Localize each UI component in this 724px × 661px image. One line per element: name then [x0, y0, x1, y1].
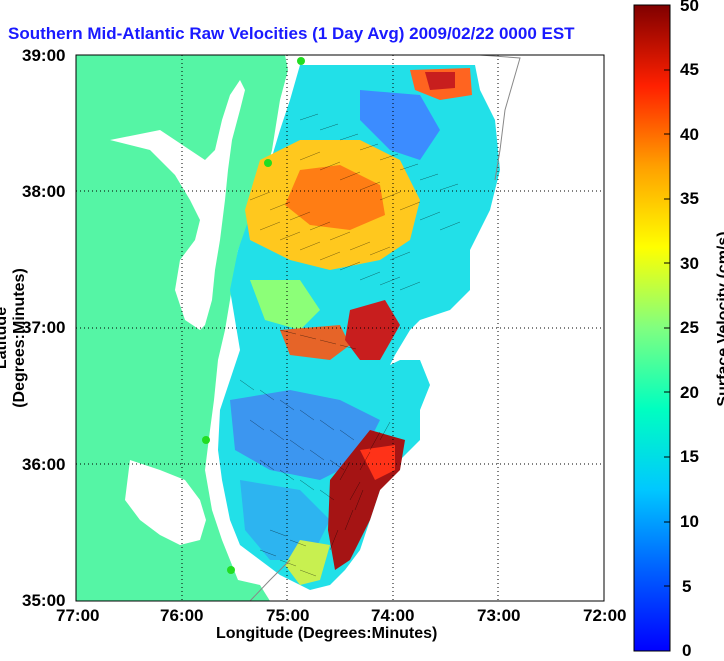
velocity-field [218, 65, 500, 590]
colorbar-tick-label: 25 [680, 318, 699, 337]
station-marker [227, 566, 235, 574]
colorbar-tick-label: 45 [680, 60, 699, 79]
station-marker [297, 57, 305, 65]
colorbar-tick-label: 15 [680, 447, 699, 466]
y-tick-label: 39:00 [22, 46, 66, 65]
shelf-contour [479, 55, 521, 181]
y-tick-label: 37:00 [22, 318, 66, 337]
x-tick-label: 72:00 [583, 606, 627, 625]
x-tick-label: 73:00 [477, 606, 521, 625]
colorbar-tick-label: 20 [680, 383, 699, 402]
chart-title: Southern Mid-Atlantic Raw Velocities (1 … [8, 24, 575, 43]
y-axis-label: Latitude (Degrees:Minutes) [0, 268, 28, 408]
chesapeake-bay [110, 80, 245, 330]
y-tick-label: 38:00 [22, 182, 66, 201]
colorbar-ticks [664, 69, 670, 587]
colorbar-label: Surface Velocity (cm/s) [715, 231, 724, 407]
colorbar-tick-label: 40 [680, 125, 699, 144]
colorbar-tick-label: 35 [680, 189, 699, 208]
y-tick-label: 35:00 [22, 591, 66, 610]
colorbar-tick-label: 10 [680, 512, 699, 531]
x-axis-label: Longitude (Degrees:Minutes) [216, 625, 438, 642]
y-tick-label: 36:00 [22, 455, 66, 474]
vector-arrows [239, 113, 461, 577]
x-tick-label: 74:00 [371, 606, 415, 625]
colorbar-tick-label: 5 [682, 577, 692, 596]
station-marker [202, 436, 210, 444]
x-tick-label: 76:00 [160, 606, 204, 625]
x-tick-label: 75:00 [266, 606, 310, 625]
grid-lines [76, 55, 604, 601]
station-marker [264, 159, 272, 167]
colorbar-tick-label: 30 [680, 254, 699, 273]
colorbar-tick-label: 0 [682, 641, 692, 660]
x-tick-label: 77:00 [56, 606, 100, 625]
shelf-contour [249, 559, 291, 601]
pamlico-sound [125, 460, 206, 545]
colorbar-tick-label: 50 [680, 0, 699, 15]
